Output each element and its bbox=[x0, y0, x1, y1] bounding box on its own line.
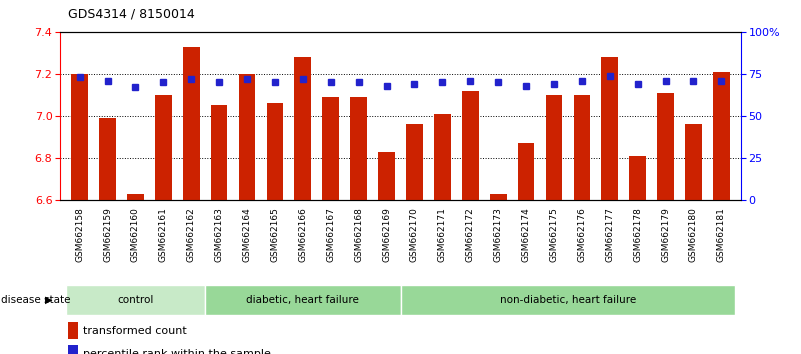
Text: diabetic, heart failure: diabetic, heart failure bbox=[247, 295, 360, 305]
Bar bbox=[350, 97, 367, 200]
Bar bbox=[400, 285, 735, 315]
Text: GSM662174: GSM662174 bbox=[521, 207, 530, 262]
Bar bbox=[155, 95, 171, 200]
Text: GSM662162: GSM662162 bbox=[187, 207, 195, 262]
Text: ▶: ▶ bbox=[45, 295, 52, 305]
Text: GSM662173: GSM662173 bbox=[493, 207, 503, 262]
Bar bbox=[183, 47, 199, 200]
Text: GSM662160: GSM662160 bbox=[131, 207, 140, 262]
Text: GDS4314 / 8150014: GDS4314 / 8150014 bbox=[68, 7, 195, 20]
Text: GSM662175: GSM662175 bbox=[549, 207, 558, 262]
Bar bbox=[545, 95, 562, 200]
Bar bbox=[66, 285, 205, 315]
Bar bbox=[99, 118, 116, 200]
Bar bbox=[239, 74, 256, 200]
Text: GSM662170: GSM662170 bbox=[410, 207, 419, 262]
Bar bbox=[517, 143, 534, 200]
Text: GSM662166: GSM662166 bbox=[298, 207, 308, 262]
Text: control: control bbox=[117, 295, 154, 305]
Text: GSM662169: GSM662169 bbox=[382, 207, 391, 262]
Text: GSM662158: GSM662158 bbox=[75, 207, 84, 262]
Bar bbox=[406, 124, 423, 200]
Bar bbox=[378, 152, 395, 200]
Bar bbox=[127, 194, 144, 200]
Bar bbox=[685, 124, 702, 200]
Bar bbox=[657, 93, 674, 200]
Bar bbox=[205, 285, 400, 315]
Text: GSM662179: GSM662179 bbox=[661, 207, 670, 262]
Bar bbox=[322, 97, 339, 200]
Text: GSM662181: GSM662181 bbox=[717, 207, 726, 262]
Text: GSM662171: GSM662171 bbox=[438, 207, 447, 262]
Text: GSM662159: GSM662159 bbox=[103, 207, 112, 262]
Text: GSM662176: GSM662176 bbox=[578, 207, 586, 262]
Bar bbox=[574, 95, 590, 200]
Bar bbox=[462, 91, 479, 200]
Text: GSM662163: GSM662163 bbox=[215, 207, 223, 262]
Text: GSM662164: GSM662164 bbox=[243, 207, 252, 262]
Text: transformed count: transformed count bbox=[83, 326, 187, 336]
Bar bbox=[267, 103, 284, 200]
Text: non-diabetic, heart failure: non-diabetic, heart failure bbox=[500, 295, 636, 305]
Text: disease state: disease state bbox=[1, 295, 70, 305]
Bar bbox=[434, 114, 451, 200]
Text: GSM662161: GSM662161 bbox=[159, 207, 168, 262]
Bar bbox=[295, 57, 312, 200]
Text: GSM662180: GSM662180 bbox=[689, 207, 698, 262]
Text: GSM662178: GSM662178 bbox=[633, 207, 642, 262]
Text: GSM662168: GSM662168 bbox=[354, 207, 363, 262]
Bar bbox=[71, 74, 88, 200]
Bar bbox=[713, 72, 730, 200]
Text: GSM662165: GSM662165 bbox=[271, 207, 280, 262]
Bar bbox=[489, 194, 506, 200]
Text: percentile rank within the sample: percentile rank within the sample bbox=[83, 349, 272, 354]
Bar bbox=[68, 322, 78, 339]
Text: GSM662177: GSM662177 bbox=[606, 207, 614, 262]
Text: GSM662172: GSM662172 bbox=[465, 207, 475, 262]
Bar bbox=[211, 105, 227, 200]
Text: GSM662167: GSM662167 bbox=[326, 207, 336, 262]
Bar bbox=[68, 345, 78, 354]
Bar bbox=[630, 156, 646, 200]
Bar bbox=[602, 57, 618, 200]
